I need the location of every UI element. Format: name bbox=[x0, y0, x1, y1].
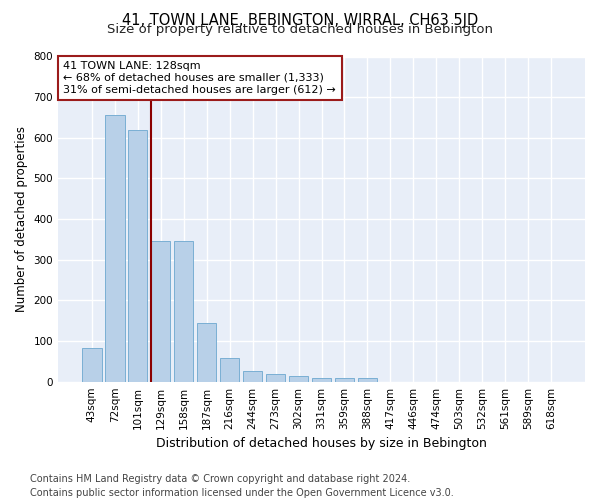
Bar bbox=[128, 130, 148, 382]
Bar bbox=[358, 378, 377, 382]
Bar bbox=[151, 242, 170, 382]
Bar bbox=[82, 348, 101, 382]
Bar bbox=[312, 378, 331, 382]
Text: Size of property relative to detached houses in Bebington: Size of property relative to detached ho… bbox=[107, 22, 493, 36]
Bar bbox=[174, 242, 193, 382]
Bar bbox=[220, 358, 239, 382]
Text: Contains HM Land Registry data © Crown copyright and database right 2024.
Contai: Contains HM Land Registry data © Crown c… bbox=[30, 474, 454, 498]
Bar bbox=[243, 370, 262, 382]
Y-axis label: Number of detached properties: Number of detached properties bbox=[15, 126, 28, 312]
Bar bbox=[266, 374, 286, 382]
X-axis label: Distribution of detached houses by size in Bebington: Distribution of detached houses by size … bbox=[156, 437, 487, 450]
Text: 41, TOWN LANE, BEBINGTON, WIRRAL, CH63 5JD: 41, TOWN LANE, BEBINGTON, WIRRAL, CH63 5… bbox=[122, 12, 478, 28]
Bar bbox=[105, 116, 125, 382]
Bar bbox=[335, 378, 354, 382]
Bar bbox=[289, 376, 308, 382]
Text: 41 TOWN LANE: 128sqm
← 68% of detached houses are smaller (1,333)
31% of semi-de: 41 TOWN LANE: 128sqm ← 68% of detached h… bbox=[64, 62, 336, 94]
Bar bbox=[197, 322, 217, 382]
